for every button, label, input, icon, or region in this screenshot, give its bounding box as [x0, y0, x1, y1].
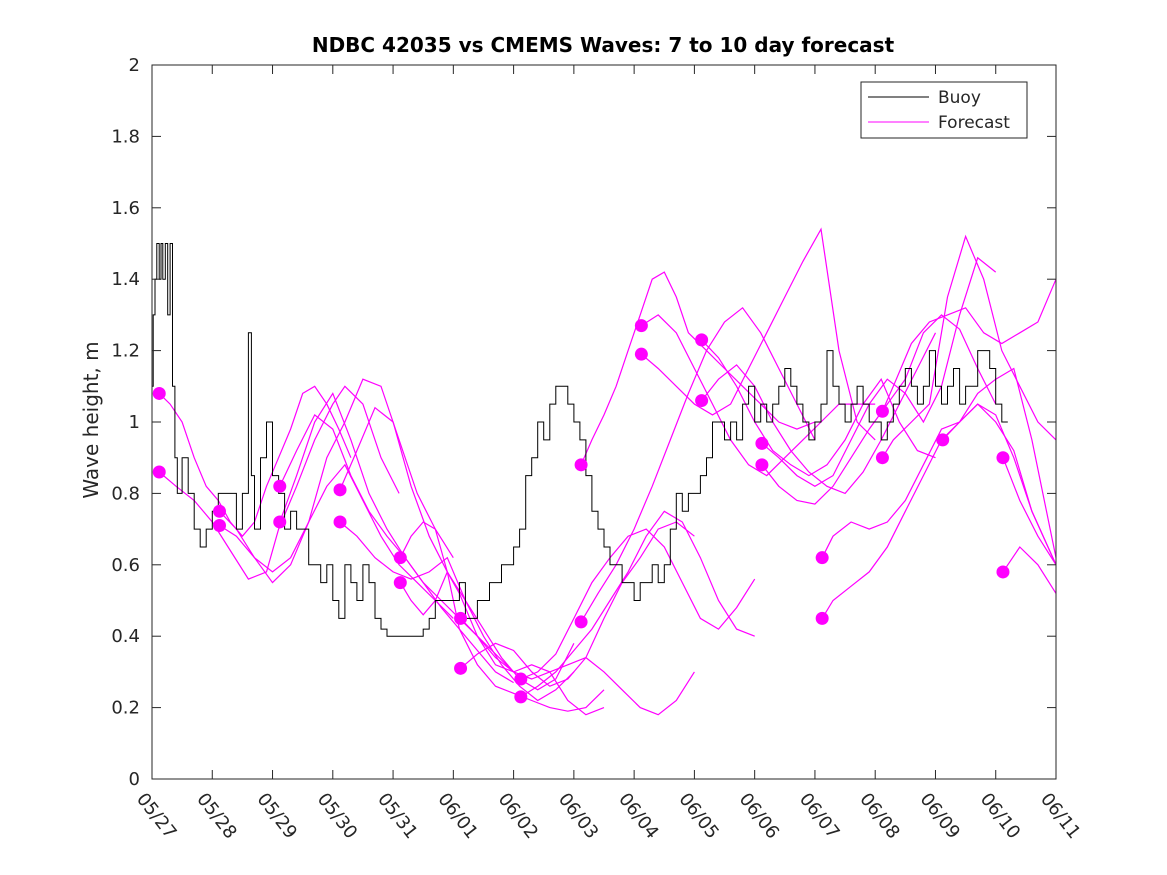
legend-buoy-label: Buoy	[938, 88, 981, 108]
forecast-line	[641, 314, 876, 477]
forecast-line	[520, 510, 755, 698]
forecast-line	[219, 378, 454, 584]
chart-title: NDBC 42035 vs CMEMS Waves: 7 to 10 day f…	[312, 33, 895, 57]
forecast-start-marker	[393, 576, 407, 590]
forecast-start-marker	[634, 347, 648, 361]
y-tick-label: 0.2	[111, 698, 140, 719]
forecast-start-marker	[454, 661, 468, 675]
forecast-start-marker	[815, 611, 829, 625]
x-tick-label: 06/08	[855, 789, 903, 843]
forecast-start-marker	[875, 451, 889, 465]
x-tick-label: 05/30	[313, 789, 361, 843]
y-tick-label: 1.4	[111, 269, 140, 290]
x-tick-label: 06/01	[433, 789, 481, 843]
y-axis-label: Wave height, m	[79, 341, 103, 498]
forecast-line	[942, 403, 1057, 566]
forecast-start-marker	[695, 333, 709, 347]
x-axis: 05/27 05/28 05/29 05/30 05/31 06/01 06/02 06/03…	[132, 65, 1085, 843]
forecast-start-marker	[875, 404, 889, 418]
x-tick-label: 05/27	[132, 789, 180, 843]
x-tick-label: 05/31	[373, 789, 421, 843]
forecast-line	[761, 314, 997, 505]
forecast-start-marker	[333, 515, 347, 529]
x-tick-label: 06/06	[735, 789, 783, 843]
buoy-line	[152, 243, 1008, 637]
forecast-line	[460, 617, 695, 716]
y-tick-label: 2	[129, 55, 140, 76]
y-tick-label: 1.2	[111, 341, 140, 362]
x-tick-label: 06/04	[614, 789, 662, 843]
y-axis: 0 0.2 0.4 0.6 0.8 1 1.2 1.4 1.6 1.8 2	[111, 55, 1056, 790]
forecast-start-marker	[996, 451, 1010, 465]
forecast-line	[279, 413, 514, 684]
forecast-start-marker	[152, 386, 166, 400]
forecast-line	[339, 406, 575, 691]
forecast-line	[520, 528, 756, 680]
forecast-start-marker	[152, 465, 166, 479]
y-tick-label: 0.4	[111, 626, 140, 647]
y-tick-label: 1.6	[111, 198, 140, 219]
forecast-line	[821, 403, 1057, 619]
forecast-line	[881, 234, 1057, 459]
forecast-markers-group	[152, 319, 1010, 704]
forecast-start-marker	[936, 433, 950, 447]
forecast-start-marker	[273, 479, 287, 493]
forecast-line	[641, 227, 876, 441]
x-tick-label: 06/02	[494, 789, 542, 843]
forecast-start-marker	[333, 483, 347, 497]
x-tick-label: 06/10	[976, 789, 1024, 843]
forecast-line	[1002, 457, 1057, 566]
forecast-line	[580, 271, 816, 466]
forecast-line	[219, 463, 454, 619]
forecast-line	[399, 570, 605, 716]
forecast-start-marker	[454, 611, 468, 625]
buoy-series-group	[152, 243, 1008, 637]
forecast-line	[881, 278, 1057, 412]
x-tick-label: 06/09	[916, 789, 964, 843]
legend-box	[860, 81, 1028, 139]
forecast-start-marker	[634, 319, 648, 333]
x-tick-label: 05/29	[253, 789, 301, 843]
forecast-start-marker	[815, 551, 829, 565]
y-tick-label: 0.6	[111, 555, 140, 576]
y-tick-label: 0	[129, 769, 140, 790]
forecast-start-marker	[514, 690, 528, 704]
forecast-line	[399, 521, 605, 712]
x-tick-label: 06/07	[795, 789, 843, 843]
legend: Buoy Forecast	[860, 81, 1028, 139]
forecast-start-marker	[695, 394, 709, 408]
forecast-line	[580, 306, 816, 623]
forecast-start-marker	[273, 515, 287, 529]
forecast-start-marker	[574, 615, 588, 629]
forecast-start-marker	[755, 436, 769, 450]
forecast-start-marker	[212, 519, 226, 533]
x-tick-label: 06/11	[1036, 789, 1084, 843]
forecast-start-marker	[514, 672, 528, 686]
forecast-line	[460, 521, 695, 687]
forecast-start-marker	[996, 565, 1010, 579]
y-tick-label: 1	[129, 412, 140, 433]
legend-forecast-label: Forecast	[938, 113, 1010, 133]
forecast-start-marker	[755, 458, 769, 472]
plot-area	[152, 227, 1057, 716]
forecast-start-marker	[393, 551, 407, 565]
forecast-line	[1002, 546, 1057, 594]
forecast-line	[701, 339, 936, 477]
x-tick-label: 06/05	[674, 789, 722, 843]
x-tick-label: 05/28	[192, 789, 240, 843]
x-tick-label: 06/03	[554, 789, 602, 843]
y-tick-label: 0.8	[111, 483, 140, 504]
forecast-start-marker	[212, 504, 226, 518]
forecast-line	[701, 332, 937, 495]
forecast-line	[821, 367, 1057, 558]
forecast-series-group	[158, 227, 1057, 716]
y-tick-label: 1.8	[111, 126, 140, 147]
forecast-line	[339, 521, 575, 702]
forecast-line	[761, 256, 997, 487]
forecast-line	[158, 385, 400, 580]
forecast-start-marker	[574, 458, 588, 472]
